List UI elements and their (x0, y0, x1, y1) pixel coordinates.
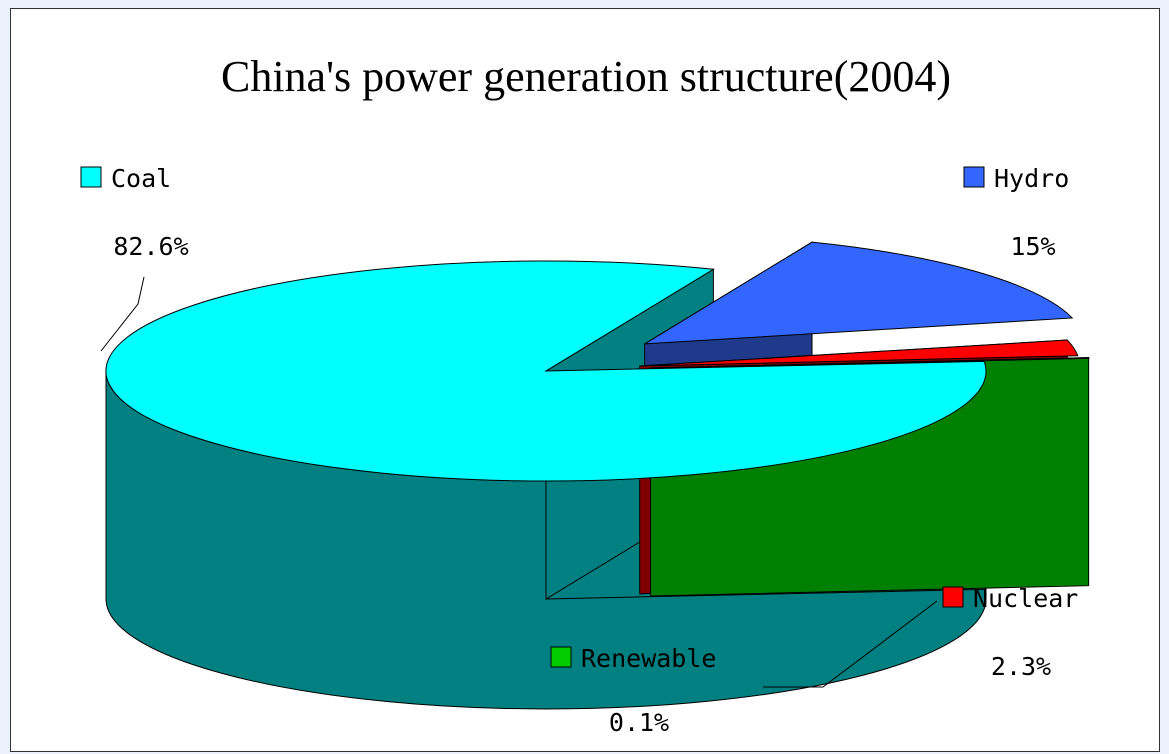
slice-label-coal: Coal (111, 164, 171, 193)
chart-title: China's power generation structure(2004) (221, 52, 951, 101)
slice-value-coal: 82.6% (113, 232, 188, 261)
legend-key-nuclear (942, 586, 964, 608)
leader-line-coal (100, 276, 145, 352)
legend-key-renewable (550, 646, 572, 668)
slice-value-hydro: 15% (1010, 232, 1055, 261)
pie-tops (105, 241, 1090, 482)
pie-chart: China's power generation structure(2004)… (80, 52, 1090, 737)
pie-sides (105, 241, 1090, 710)
legend-key-hydro (963, 166, 985, 188)
slice-label-hydro: Hydro (994, 164, 1069, 193)
slice-value-nuclear: 2.3% (991, 652, 1051, 681)
pie-slice-renewable (650, 357, 1090, 369)
pie-labels: Coal 82.6% Hydro 15% Nuclear 2.3% Renewable 0.1… (80, 164, 1078, 737)
pie-slice-hydro (644, 241, 1074, 345)
slice-label-renewable: Renewable (581, 644, 716, 673)
legend-key-coal (80, 166, 102, 188)
chart-frame: China's power generation structure(2004)… (10, 8, 1160, 752)
pie-slice-nuclear (639, 339, 1079, 367)
slice-label-nuclear: Nuclear (973, 584, 1078, 613)
leader-line-renewable (763, 600, 938, 688)
pie-slice-coal (105, 260, 987, 482)
slice-value-renewable: 0.1% (609, 708, 669, 737)
